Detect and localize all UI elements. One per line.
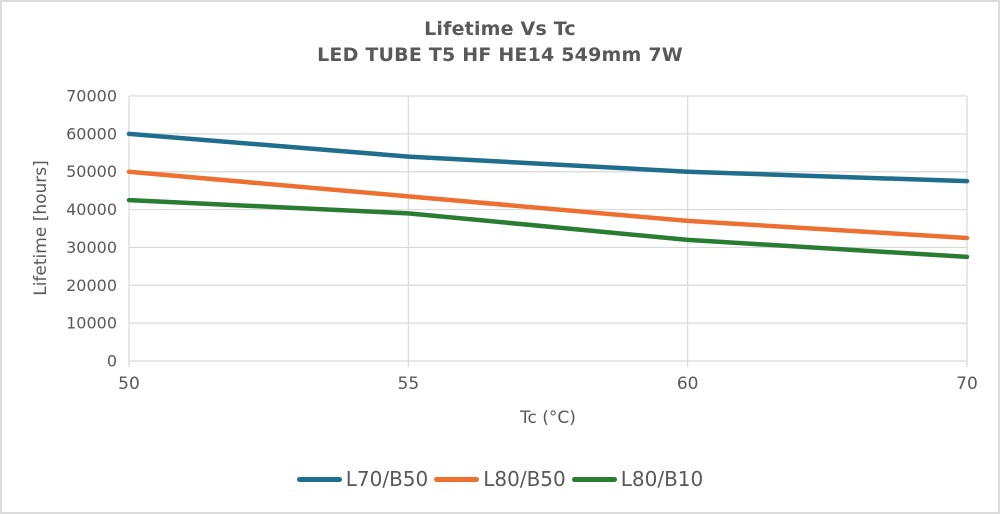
chart-title-line2: LED TUBE T5 HF HE14 549mm 7W — [317, 44, 683, 66]
legend-label: L80/B10 — [620, 467, 704, 491]
x-tick-label: 55 — [398, 374, 420, 394]
legend-item-l80-b10: L80/B10 — [571, 467, 704, 491]
legend-item-l70-b50: L70/B50 — [296, 467, 429, 491]
x-tick-label: 50 — [118, 374, 140, 394]
legend-line-swatch — [571, 476, 617, 482]
legend-label: L70/B50 — [345, 467, 429, 491]
legend-line-swatch — [434, 476, 480, 482]
x-axis-title: Tc (°C) — [520, 408, 576, 428]
y-tick-label: 70000 — [66, 87, 117, 106]
y-tick-label: 30000 — [66, 238, 117, 257]
legend-label: L80/B50 — [483, 467, 566, 491]
y-tick-label: 40000 — [66, 200, 117, 219]
y-tick-label: 0 — [107, 352, 117, 371]
series-line-l80-b50 — [126, 169, 970, 241]
chart-title: Lifetime Vs Tc LED TUBE T5 HF HE14 549mm… — [2, 16, 998, 68]
y-tick-label: 60000 — [66, 124, 117, 143]
y-tick-label: 10000 — [66, 314, 117, 333]
chart-title-line1: Lifetime Vs Tc — [424, 18, 576, 40]
legend-item-l80-b50: L80/B50 — [434, 467, 566, 491]
y-tick-label: 20000 — [66, 276, 117, 295]
x-tick-label: 60 — [677, 374, 699, 394]
legend-line-swatch — [296, 476, 342, 482]
y-tick-label: 50000 — [66, 162, 117, 181]
y-axis-title: Lifetime [hours] — [31, 160, 51, 296]
series-line-l70-b50 — [126, 131, 970, 184]
series-line-l80-b10 — [126, 197, 970, 260]
x-tick-label: 70 — [956, 374, 978, 394]
legend: L70/B50 L80/B50 L80/B10 — [2, 467, 998, 491]
